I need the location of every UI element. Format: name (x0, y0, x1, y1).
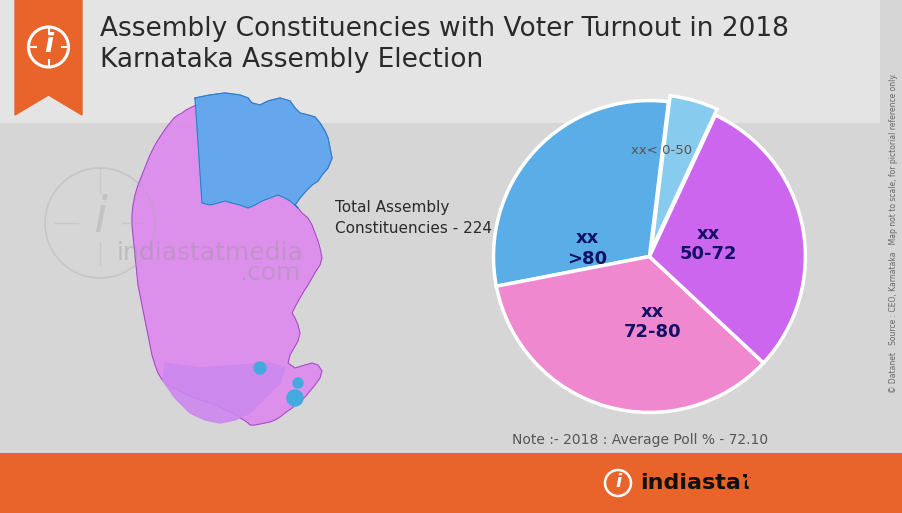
Text: © Datanet   Source : CEO, Karnataka   Map not to scale, for pictorial reference : © Datanet Source : CEO, Karnataka Map no… (888, 73, 897, 393)
Text: xx
72-80: xx 72-80 (624, 303, 681, 341)
Circle shape (254, 362, 266, 374)
Text: Total Assembly
Constituencies - 224: Total Assembly Constituencies - 224 (335, 200, 492, 236)
Text: i: i (93, 194, 107, 242)
Text: xx
>80: xx >80 (567, 229, 607, 268)
Circle shape (293, 378, 303, 388)
FancyBboxPatch shape (0, 453, 902, 513)
Wedge shape (649, 115, 805, 363)
Wedge shape (496, 256, 763, 412)
FancyBboxPatch shape (0, 0, 880, 123)
Wedge shape (651, 96, 717, 250)
Text: i: i (44, 32, 53, 58)
Circle shape (287, 390, 303, 406)
Text: i: i (615, 473, 621, 491)
Text: xx< 0-50: xx< 0-50 (631, 144, 693, 157)
Polygon shape (132, 93, 332, 425)
Polygon shape (163, 363, 285, 423)
Polygon shape (15, 0, 82, 115)
Text: .com: .com (239, 261, 300, 285)
Text: Karnataka Assembly Election: Karnataka Assembly Election (100, 47, 483, 73)
Polygon shape (195, 93, 332, 208)
Text: media: media (738, 473, 815, 493)
Text: indiastat: indiastat (640, 473, 751, 493)
Text: Note :- 2018 : Average Poll % - 72.10: Note :- 2018 : Average Poll % - 72.10 (512, 433, 769, 447)
Text: indiastatmedia: indiastatmedia (116, 241, 303, 265)
Circle shape (602, 467, 634, 499)
Wedge shape (493, 101, 668, 286)
Text: xx
50-72: xx 50-72 (680, 225, 738, 263)
Text: Assembly Constituencies with Voter Turnout in 2018: Assembly Constituencies with Voter Turno… (100, 16, 789, 42)
